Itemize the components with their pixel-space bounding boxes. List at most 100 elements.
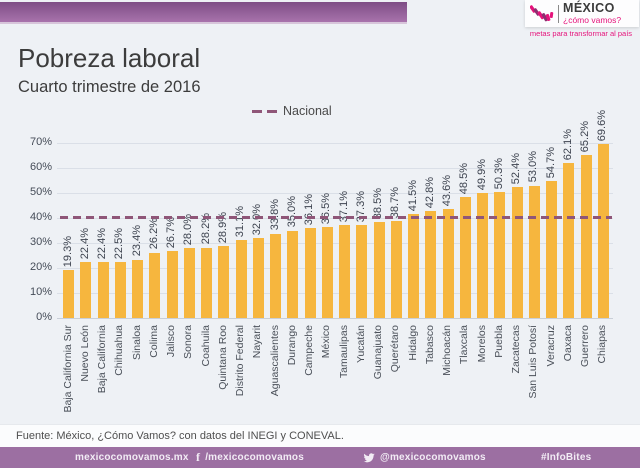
bar-value-label: 38.7%	[389, 187, 402, 219]
bar-value-label: 22.5%	[113, 227, 126, 259]
legend-nacional: Nacional	[252, 104, 332, 118]
bar-San Luis Potosí	[528, 185, 540, 318]
bar-México	[321, 226, 333, 318]
gridline-50	[57, 193, 613, 194]
facebook-icon: f	[196, 450, 201, 464]
bar-Colima	[149, 252, 161, 318]
x-axis-label: Morelos	[475, 325, 488, 363]
bar-Nuevo León	[80, 262, 92, 318]
x-axis-label: Sonora	[182, 325, 195, 359]
x-axis-label: Chihuahua	[113, 325, 126, 376]
y-axis-tick-0: 0%	[36, 311, 52, 323]
bar-value-label: 35.0%	[285, 196, 298, 228]
bar-value-label: 26.7%	[165, 217, 178, 249]
bar-value-label: 19.3%	[61, 235, 74, 267]
bar-value-label: 23.4%	[130, 225, 143, 257]
page-title: Pobreza laboral	[18, 43, 201, 73]
gridline-70	[57, 143, 613, 144]
gridline-0	[57, 318, 613, 319]
bar-Sonora	[183, 248, 195, 318]
twitter-link[interactable]: @mexicocomovamos	[363, 447, 486, 468]
bar-Veracruz	[546, 181, 558, 318]
brand-motto: metas para transformar al país	[529, 29, 633, 38]
bar-Nayarit	[252, 238, 264, 318]
bar-Quintana Roo	[218, 245, 230, 318]
website-link[interactable]: mexicocomovamos.mx	[75, 452, 189, 463]
brand-logo-box: MÉXICO ¿cómo vamos?	[525, 0, 639, 27]
y-axis-tick-60: 60%	[29, 161, 52, 173]
bar-Tlaxcala	[459, 196, 471, 318]
footer-bar: mexicocomovamos.mx f /mexicocomovamos @m…	[0, 447, 640, 468]
bar-Zacatecas	[511, 187, 523, 318]
facebook-link[interactable]: f /mexicocomovamos	[196, 447, 304, 468]
x-axis-label: Oaxaca	[561, 325, 574, 362]
legend-label: Nacional	[283, 104, 332, 118]
x-axis-label: Baja California	[96, 325, 109, 394]
bar-Durango	[287, 230, 299, 318]
bar-Distrito Federal	[235, 240, 247, 318]
bar-Coahuila	[201, 247, 213, 318]
y-axis-tick-70: 70%	[29, 136, 52, 148]
bar-value-label: 62.1%	[561, 128, 574, 160]
bar-value-label: 50.3%	[492, 158, 505, 190]
y-axis-tick-20: 20%	[29, 261, 52, 273]
x-axis-label: Nuevo León	[78, 325, 91, 382]
bar-Guerrero	[580, 155, 592, 318]
bar-value-label: 22.4%	[78, 227, 91, 259]
bar-Campeche	[304, 227, 316, 318]
gridline-20	[57, 268, 613, 269]
mexico-map-icon	[530, 4, 554, 21]
hashtag-label[interactable]: #InfoBites	[541, 452, 592, 463]
x-axis-label: Quintana Roo	[216, 325, 229, 390]
nacional-reference-line	[60, 216, 612, 219]
x-axis-label: Coahuila	[199, 325, 212, 367]
bar-Morelos	[477, 193, 489, 318]
x-axis-label: Yucatán	[354, 325, 367, 363]
brand-name: MÉXICO	[563, 1, 615, 16]
y-axis-tick-50: 50%	[29, 186, 52, 198]
bar-Hidalgo	[408, 214, 420, 318]
x-axis-label: Guanajuato	[372, 325, 385, 380]
bar-Sinaloa	[132, 259, 144, 318]
header-accent-bar	[0, 2, 407, 22]
bar-Michoacán	[442, 209, 454, 318]
x-axis-label: Guerrero	[579, 325, 592, 368]
x-axis-label: San Luis Potosí	[527, 325, 540, 399]
bar-value-label: 31.1%	[234, 206, 247, 238]
twitter-handle: @mexicocomovamos	[380, 452, 486, 463]
bar-value-label: 26.2%	[147, 218, 160, 250]
bar-value-label: 36.1%	[303, 193, 316, 225]
x-axis-label: Zacatecas	[510, 325, 523, 374]
page-subtitle: Cuarto trimestre de 2016	[18, 78, 201, 96]
bar-value-label: 49.9%	[475, 159, 488, 191]
gridline-10	[57, 293, 613, 294]
x-axis-label: Aguascalientes	[268, 325, 281, 397]
bar-value-label: 53.0%	[527, 151, 540, 183]
nacional-dash-icon	[252, 109, 278, 113]
x-axis-label: Colima	[147, 325, 160, 358]
bar-Oaxaca	[563, 162, 575, 318]
bar-value-label: 22.4%	[96, 227, 109, 259]
bar-value-label: 36.5%	[320, 192, 333, 224]
y-axis-tick-40: 40%	[29, 211, 52, 223]
bar-value-label: 52.4%	[510, 152, 523, 184]
source-strip: Fuente: México, ¿Cómo Vamos? con datos d…	[0, 424, 640, 448]
bar-Guanajuato	[373, 221, 385, 318]
brand-question: ¿cómo vamos?	[563, 14, 622, 25]
x-axis-label: Tamaulipas	[337, 325, 350, 379]
x-axis-label: Campeche	[303, 325, 316, 376]
bar-Baja California	[97, 262, 109, 318]
x-axis-label: Chiapas	[596, 325, 609, 364]
x-axis-label: Querétaro	[389, 325, 402, 373]
bar-value-label: 48.5%	[458, 162, 471, 194]
x-axis-label: Hidalgo	[406, 325, 419, 361]
bar-Jalisco	[166, 251, 178, 318]
x-axis-label: México	[320, 325, 333, 359]
logo-divider	[558, 4, 559, 23]
x-axis-label: Puebla	[492, 325, 505, 358]
bar-value-label: 65.2%	[579, 120, 592, 152]
bar-Chiapas	[597, 144, 609, 318]
y-axis-tick-10: 10%	[29, 286, 52, 298]
bar-Tamaulipas	[339, 225, 351, 318]
